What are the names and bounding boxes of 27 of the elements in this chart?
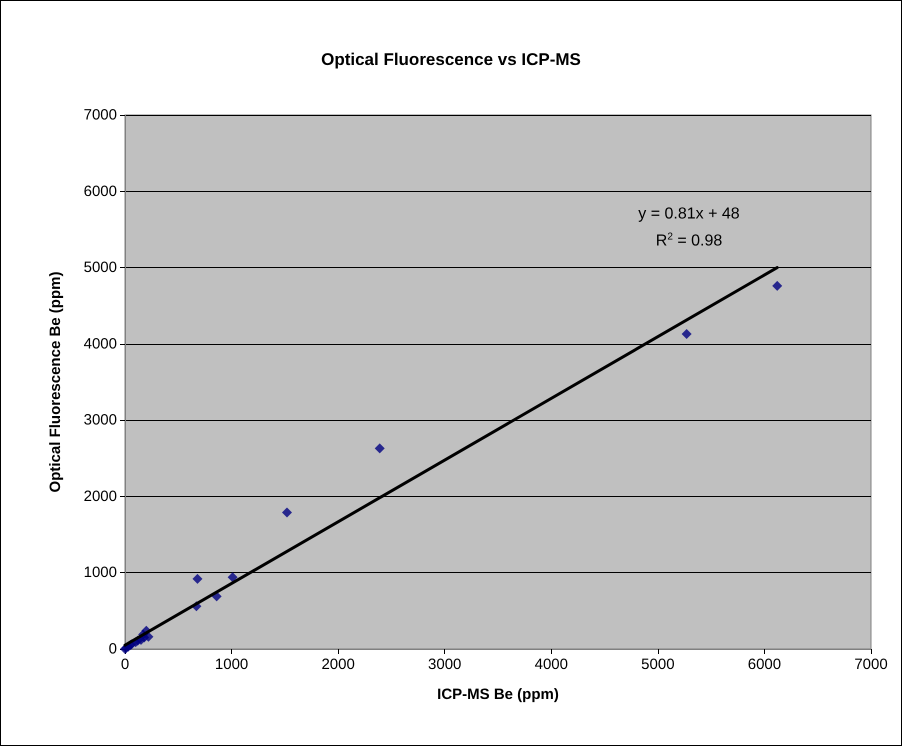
x-tick-label: 5000 <box>641 656 675 673</box>
x-tick-label: 2000 <box>321 656 355 673</box>
y-tick-label: 1000 <box>84 564 117 582</box>
x-tick-label: 4000 <box>534 656 568 673</box>
point <box>143 632 154 642</box>
y-axis-title: Optical Fluorescence Be (ppm) <box>47 272 64 492</box>
y-tick-label: 6000 <box>84 182 117 200</box>
y-tick-label: 7000 <box>84 106 117 124</box>
y-tick-label: 3000 <box>84 412 117 429</box>
x-tick-label: 6000 <box>748 656 782 673</box>
point <box>228 572 238 582</box>
y-tick-label: 4000 <box>84 335 117 352</box>
point <box>192 574 202 584</box>
x-tick-label: 0 <box>120 656 130 673</box>
point <box>282 507 292 518</box>
point <box>682 328 692 339</box>
point <box>772 280 782 291</box>
y-tick-label: 2000 <box>84 488 117 505</box>
x-tick-label: 1000 <box>214 656 248 673</box>
chart-title: Optical Fluorescence vs ICP-MS <box>321 50 581 69</box>
x-tick-label: 7000 <box>854 656 888 673</box>
y-tick-label: 5000 <box>84 259 117 276</box>
x-axis-title: ICP-MS Be (ppm) <box>437 686 559 703</box>
x-tick-label: 3000 <box>428 656 462 673</box>
point <box>374 443 385 454</box>
annotation: y = 0.81x + 48 <box>638 206 740 222</box>
y-tick-label: 0 <box>108 640 117 658</box>
